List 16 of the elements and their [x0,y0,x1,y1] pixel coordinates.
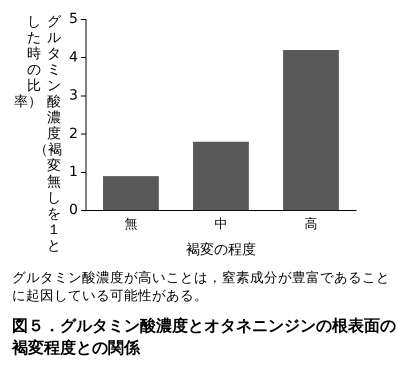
bar [193,142,249,210]
text: グルタミン酸濃度が高いことは，窒素成分が豊富であることに起因している可能性がある。 [11,269,391,305]
text: 図５．グルタミン酸濃度とオタネニンジンの根表面の褐変程度との関係 [10,315,397,359]
y-tick-label: 0 [68,202,78,218]
y-tick-label: 4 [68,49,78,66]
x-tick-label: 高 [304,216,318,232]
x-tick-label: 無 [124,216,138,232]
bar [283,50,339,210]
y-tick-label: 1 [68,164,78,180]
text: グルタミン酸濃度（褐変無しを１とした時の比率） [14,14,62,254]
x-axis-title: 褐変の程度 [186,242,256,258]
x-tick-label: 中 [214,216,228,232]
y-tick-label: 5 [68,11,78,28]
bar [103,176,159,210]
y-tick-label: 2 [68,126,78,142]
y-tick-label: 3 [68,88,78,104]
